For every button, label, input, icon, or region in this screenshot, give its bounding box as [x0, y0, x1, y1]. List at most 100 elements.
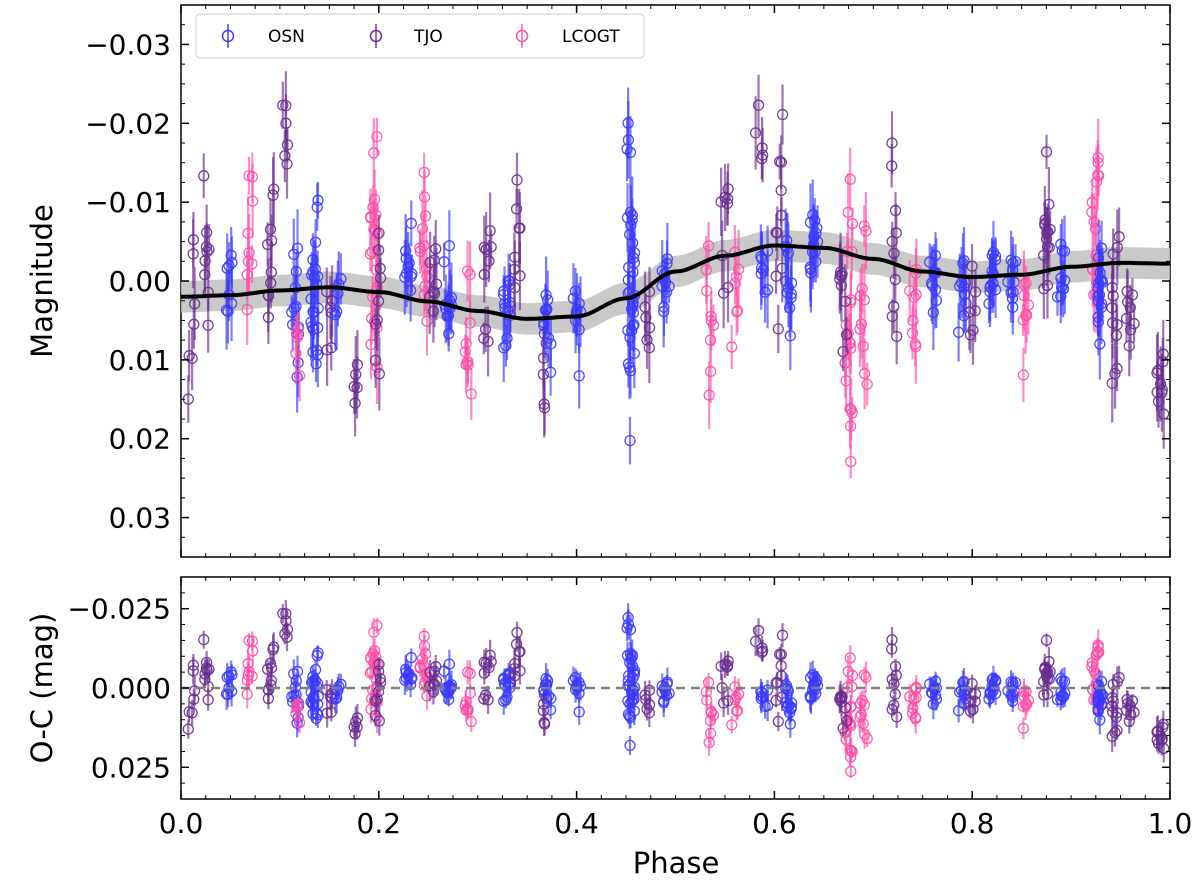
data-point: [291, 242, 304, 255]
residual-point: [371, 619, 383, 632]
data-point: [1017, 369, 1030, 381]
data-point: [715, 196, 727, 208]
data-point: [538, 398, 550, 410]
legend: OSN TJO LCOGT: [195, 13, 645, 59]
data-point: [624, 146, 637, 159]
legend-tjo-marker: [369, 29, 383, 43]
residual-point: [202, 694, 214, 706]
data-point: [889, 273, 901, 286]
residual-point: [1111, 724, 1123, 737]
data-point: [845, 455, 857, 468]
residual-cluster-tjo-53: [1151, 710, 1170, 763]
residual-cluster-osn-2: [220, 660, 238, 710]
residual-point: [749, 635, 762, 648]
data-point: [372, 244, 385, 256]
residual-point: [784, 718, 796, 730]
data-point: [545, 338, 557, 350]
top-ytick-label: 0.01: [109, 344, 171, 377]
data-point: [374, 262, 386, 275]
data-point: [985, 280, 997, 292]
data-point: [926, 279, 939, 292]
residual-point: [776, 629, 789, 641]
residual-point: [969, 695, 981, 708]
data-point: [842, 206, 854, 219]
residual-cluster-tjo-52: [1120, 690, 1140, 734]
data-point: [729, 277, 741, 289]
data-point: [567, 292, 580, 305]
residual-point: [286, 691, 298, 703]
residual-point: [844, 652, 856, 664]
bottom-plot-frame: [180, 576, 1171, 800]
residual-point: [842, 665, 854, 678]
top-ylabel: Magnitude: [25, 204, 59, 358]
residual-point: [545, 692, 557, 705]
residual-point: [371, 693, 383, 705]
data-point: [886, 137, 898, 149]
data-point: [1128, 318, 1140, 330]
data-point: [954, 280, 966, 292]
residual-cluster-osn-35: [804, 660, 824, 715]
residual-point: [1006, 691, 1019, 704]
cluster-osn-48: [1051, 215, 1071, 324]
cluster-tjo-16: [424, 219, 443, 343]
residual-point: [1106, 706, 1119, 718]
data-point: [837, 345, 849, 358]
data-point: [1156, 387, 1168, 399]
data-point: [775, 184, 787, 197]
residual-point: [288, 668, 300, 680]
data-point: [479, 323, 492, 335]
data-point: [421, 315, 433, 327]
data-point: [465, 388, 477, 400]
data-point: [262, 238, 274, 251]
data-point: [780, 275, 792, 287]
residual-point: [438, 665, 450, 677]
residual-point: [203, 663, 215, 676]
residual-cluster-tjo-5: [277, 599, 294, 652]
data-point: [1009, 255, 1022, 268]
data-point: [307, 346, 319, 358]
cluster-osn-50: [1092, 219, 1109, 380]
top-ytick-label: 0.02: [109, 423, 171, 456]
data-point: [730, 271, 743, 283]
xtick-label: 0.2: [357, 807, 402, 840]
data-point: [732, 263, 745, 275]
data-point: [309, 236, 322, 248]
data-point: [1123, 340, 1135, 352]
residual-point: [1041, 672, 1054, 685]
data-point: [1092, 316, 1104, 328]
residual-point: [846, 746, 858, 758]
data-point: [226, 256, 238, 269]
residual-cluster-osn-6: [286, 655, 305, 738]
model-uncertainty-band: [181, 229, 1170, 335]
residual-point: [967, 703, 979, 716]
data-point: [202, 319, 214, 331]
data-point: [891, 330, 903, 343]
residual-cluster-tjo-21: [508, 621, 526, 688]
residual-cluster-lcogt-28: [700, 672, 720, 757]
legend-lcogt-marker: [515, 29, 529, 43]
data-point: [421, 270, 433, 282]
residual-point: [416, 653, 429, 665]
data-point: [772, 323, 784, 335]
data-point: [443, 328, 455, 340]
data-point: [366, 246, 378, 258]
residual-point: [308, 692, 320, 704]
residual-cluster-tjo-4: [262, 632, 280, 710]
data-point: [365, 212, 377, 224]
residual-cluster-tjo-16: [424, 654, 443, 705]
residual-cluster-lcogt-40: [904, 675, 923, 734]
data-point: [857, 340, 869, 352]
legend-osn-label: OSN: [268, 27, 305, 47]
residual-point: [441, 687, 453, 699]
residual-point: [624, 648, 637, 660]
data-point: [187, 234, 200, 246]
data-point: [464, 317, 476, 329]
residual-point: [624, 711, 637, 724]
residual-cluster-lcogt-46: [1017, 678, 1035, 740]
residual-point: [804, 690, 816, 702]
residual-point: [370, 695, 382, 707]
data-point: [1158, 408, 1170, 420]
cluster-tjo-1: [198, 153, 215, 353]
legend-entry-lcogt: LCOGT: [515, 24, 620, 48]
residual-point: [1094, 714, 1106, 726]
